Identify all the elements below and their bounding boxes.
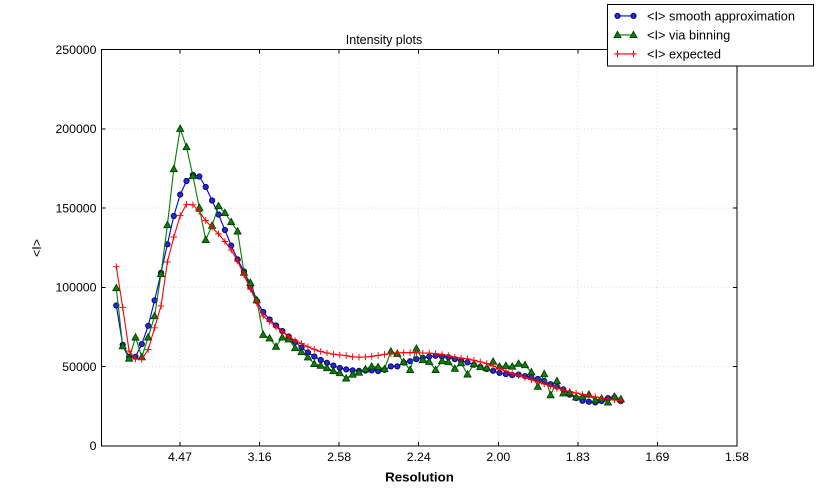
svg-text:4.47: 4.47 [168, 450, 192, 464]
svg-text:50000: 50000 [62, 360, 96, 374]
svg-text:200000: 200000 [55, 122, 96, 136]
svg-text:1.58: 1.58 [725, 450, 749, 464]
svg-text:2.58: 2.58 [327, 450, 351, 464]
svg-text:150000: 150000 [55, 201, 96, 215]
svg-text:1.69: 1.69 [645, 450, 669, 464]
svg-text:0: 0 [90, 439, 97, 453]
svg-text:<I>: <I> [30, 239, 44, 257]
svg-text:2.00: 2.00 [486, 450, 510, 464]
svg-text:<I> smooth approximation: <I> smooth approximation [647, 8, 795, 23]
svg-text:100000: 100000 [55, 281, 96, 295]
svg-text:250000: 250000 [55, 43, 96, 57]
svg-text:<I> expected: <I> expected [647, 46, 721, 61]
svg-text:1.83: 1.83 [566, 450, 590, 464]
svg-text:Intensity plots: Intensity plots [346, 33, 422, 47]
svg-text:2.24: 2.24 [407, 450, 431, 464]
svg-text:<I> via binning: <I> via binning [647, 27, 730, 42]
svg-text:Resolution: Resolution [385, 470, 454, 485]
svg-text:3.16: 3.16 [248, 450, 272, 464]
